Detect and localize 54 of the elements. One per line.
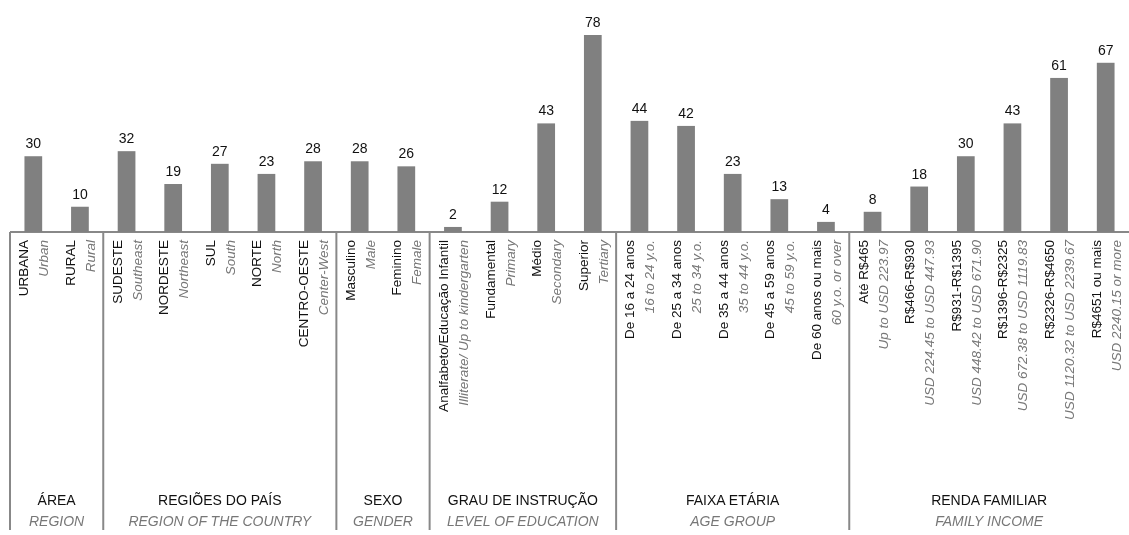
x-tick-label: De 25 a 34 anos 25 to 34 y.o. [669, 239, 705, 340]
x-tick-label: R$931-R$1395 USD 448.42 to USD 671.90 [948, 239, 984, 406]
x-tick-label: Superior Tertiary [575, 238, 611, 292]
data-label: 19 [165, 163, 182, 180]
data-label: 28 [351, 140, 368, 157]
x-axis-title: SEXO GENDER [353, 492, 413, 529]
data-label: 44 [631, 99, 648, 116]
data-label: 27 [212, 142, 228, 159]
x-tick-label: De 16 a 24 anos 16 to 24 y.o. [622, 239, 658, 340]
data-label: 61 [1051, 56, 1068, 73]
x-tick-label: De 60 anos ou mais 60 y.o. or over [808, 239, 844, 361]
data-label: 78 [585, 14, 601, 30]
x-axis-title: ÁREA REGION [29, 492, 86, 529]
x-tick-label: Analfabeto/Educação Infantil Illiterate/ Up to kindergarten [435, 240, 471, 412]
data-label: 43 [1004, 102, 1021, 119]
x-tick-label: R$1396-R$2325 USD 672.38 to USD 1119.83 [995, 239, 1031, 412]
x-tick-label: De 45 a 59 anos 45 to 59 y.o. [762, 239, 798, 340]
x-tick-label: NORTE North [249, 240, 285, 288]
x-tick-label: Fundamental Primary [482, 238, 518, 319]
x-tick-label: NORDESTE Northeast [156, 238, 192, 316]
x-tick-label: Até R$465 Up to USD 223.97 [855, 239, 891, 350]
data-label: 26 [398, 145, 415, 162]
x-axis-title: RENDA FAMILIAR FAMILY INCOME [931, 492, 1048, 529]
data-label: 18 [911, 165, 928, 182]
x-tick-label: Feminino Female [389, 240, 425, 296]
x-tick-label: URBANA Urban [16, 240, 52, 297]
data-label: 8 [868, 190, 877, 207]
x-tick-label: R$2326-R$4650 USD 1120.32 to USD 2239.67 [1042, 239, 1078, 420]
data-label: 30 [25, 135, 42, 152]
data-label: 42 [678, 104, 695, 121]
x-tick-label: SUDESTE Southeast [109, 238, 145, 304]
x-tick-label: Masculino Male [342, 240, 378, 301]
data-label: 23 [258, 152, 275, 169]
x-tick-label: RURAL Rural [62, 239, 98, 286]
data-label: 4 [822, 200, 831, 217]
x-axis-title: REGIÕES DO PAÍS REGION OF THE COUNTRY [128, 492, 313, 529]
x-tick-label: R$466-R$930 USD 224.45 to USD 447.93 [902, 239, 938, 406]
data-label: 30 [958, 135, 974, 152]
data-label: 23 [724, 152, 741, 169]
x-tick-label: SUL South [202, 239, 238, 276]
x-axis-title: GRAU DE INSTRUÇÃO LEVEL OF EDUCATION [447, 492, 600, 529]
data-label: 28 [305, 140, 322, 157]
data-label: 32 [118, 130, 135, 147]
data-label: 12 [491, 180, 508, 197]
data-label: 13 [771, 178, 788, 195]
data-label: 2 [449, 205, 458, 222]
data-label: 10 [72, 185, 88, 202]
x-tick-label: R$4651 ou mais USD 2240.15 or more [1088, 239, 1124, 372]
data-label: 67 [1097, 41, 1114, 58]
x-axis-title: FAIXA ETÁRIA AGE GROUP [686, 492, 781, 529]
x-tick-label: Médio Secondary [529, 238, 565, 305]
data-label: 43 [538, 102, 555, 119]
x-tick-label: De 35 a 44 anos 35 to 44 y.o. [715, 239, 751, 340]
x-tick-label: CENTRO-OESTE Center-West [296, 238, 332, 348]
